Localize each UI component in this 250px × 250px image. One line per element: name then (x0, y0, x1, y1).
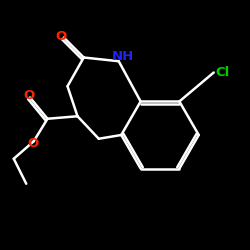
Text: O: O (27, 137, 38, 150)
Text: NH: NH (112, 50, 134, 63)
Text: Cl: Cl (216, 66, 230, 79)
Text: O: O (56, 30, 67, 43)
Text: O: O (23, 88, 34, 102)
